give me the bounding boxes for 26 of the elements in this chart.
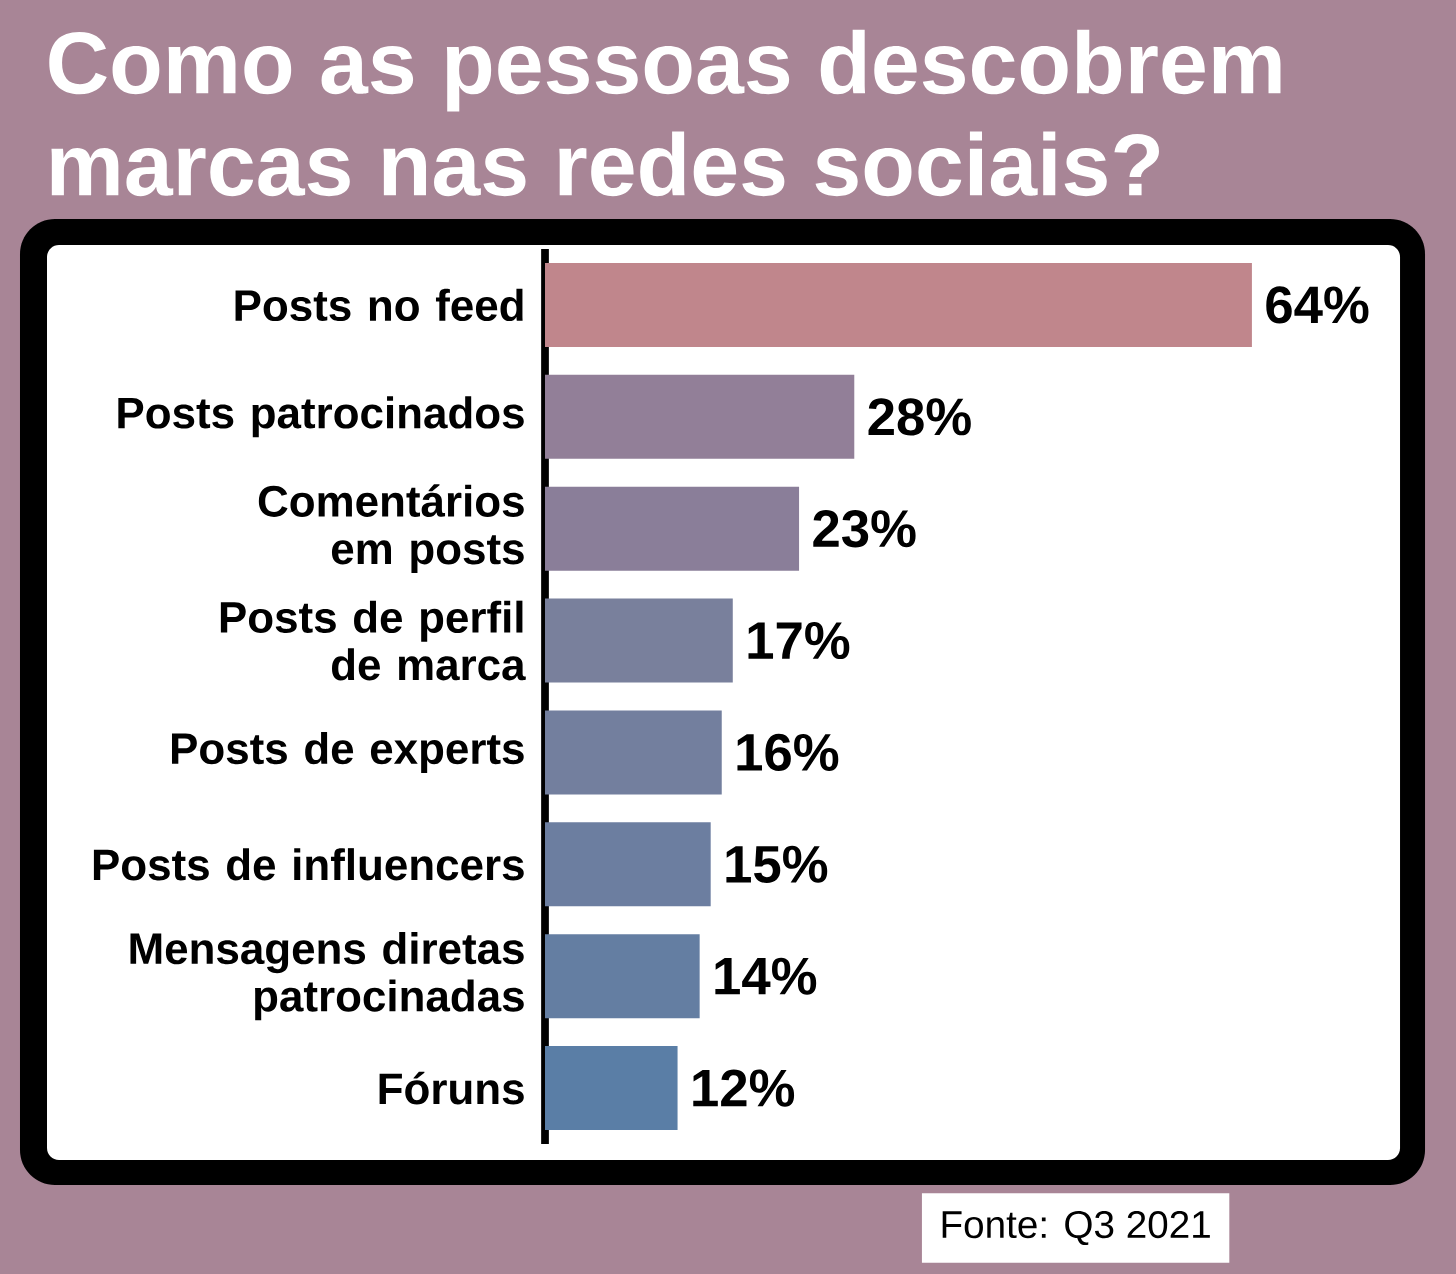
source-note: Fonte: Q3 2021 — [942, 1210, 1210, 1246]
data-label: 16% — [737, 733, 839, 772]
bar — [545, 262, 1252, 347]
bar — [545, 710, 722, 795]
data-label: 64% — [1266, 286, 1369, 324]
y-tick-label: Posts de experts — [171, 731, 524, 773]
data-label: 17% — [748, 622, 850, 660]
data-label: 14% — [715, 957, 817, 995]
y-tick-label: Posts de influencers — [93, 848, 524, 881]
data-label: 15% — [726, 845, 828, 883]
y-tick-label: Mensagens diretas patrocinadas — [130, 931, 524, 1021]
y-tick-label: Posts no feed — [235, 288, 523, 322]
bar — [545, 1046, 678, 1131]
chart-title: Como as pessoas descobrem marcas nas redes sociais? — [49, 29, 1281, 197]
data-label: 28% — [868, 398, 971, 436]
data-label: 12% — [693, 1069, 795, 1107]
bar — [545, 598, 733, 683]
bar — [545, 934, 700, 1019]
y-tick-label: Posts patrocinados — [118, 396, 524, 438]
y-tick-label: Fóruns — [379, 1071, 524, 1105]
bar — [545, 486, 800, 571]
y-tick-label: Posts de perfil de marca — [220, 600, 526, 681]
data-label: 23% — [813, 509, 916, 548]
y-tick-label: Comentários em posts — [258, 484, 524, 574]
bar — [545, 822, 711, 907]
bar — [545, 374, 855, 459]
